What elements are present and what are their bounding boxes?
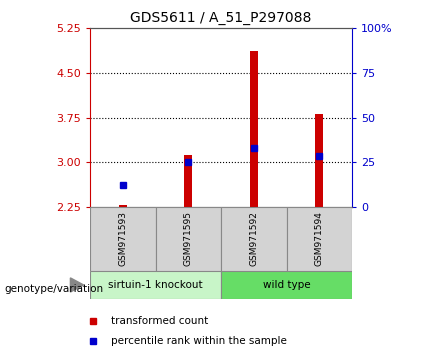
Bar: [221, 271, 352, 299]
Text: GSM971592: GSM971592: [249, 211, 258, 267]
Text: GSM971594: GSM971594: [315, 211, 324, 267]
Bar: [315, 114, 323, 207]
Bar: [221, 207, 286, 271]
Text: transformed count: transformed count: [111, 316, 208, 326]
Bar: [90, 207, 156, 271]
Bar: [90, 271, 221, 299]
Polygon shape: [70, 278, 84, 292]
Bar: [250, 51, 258, 207]
Text: GSM971595: GSM971595: [184, 211, 193, 267]
Bar: [286, 207, 352, 271]
Text: GSM971593: GSM971593: [118, 211, 128, 267]
Text: sirtuin-1 knockout: sirtuin-1 knockout: [108, 280, 203, 290]
Title: GDS5611 / A_51_P297088: GDS5611 / A_51_P297088: [130, 11, 312, 24]
Bar: [119, 205, 127, 207]
Bar: [184, 155, 192, 207]
Text: wild type: wild type: [263, 280, 310, 290]
Bar: [156, 207, 221, 271]
Text: genotype/variation: genotype/variation: [4, 284, 103, 293]
Text: percentile rank within the sample: percentile rank within the sample: [111, 336, 287, 346]
